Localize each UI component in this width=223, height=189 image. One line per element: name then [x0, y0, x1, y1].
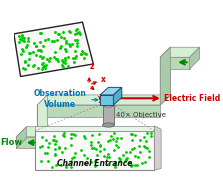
Polygon shape — [14, 22, 93, 77]
Text: Flow: Flow — [0, 138, 22, 147]
Polygon shape — [100, 87, 122, 95]
Polygon shape — [37, 105, 160, 117]
Polygon shape — [100, 95, 114, 105]
Text: Electric Field: Electric Field — [164, 94, 221, 103]
Polygon shape — [16, 127, 47, 137]
Polygon shape — [160, 47, 170, 105]
Text: Observation
Volume: Observation Volume — [33, 89, 98, 109]
Polygon shape — [190, 47, 200, 69]
Polygon shape — [114, 87, 122, 105]
Ellipse shape — [103, 103, 114, 107]
Polygon shape — [16, 137, 37, 148]
Text: 40× Objective: 40× Objective — [116, 112, 166, 118]
Text: y: y — [97, 94, 103, 103]
Polygon shape — [35, 126, 154, 131]
Polygon shape — [154, 126, 161, 170]
Polygon shape — [160, 47, 170, 105]
Polygon shape — [35, 131, 154, 170]
Text: Channel Entrance: Channel Entrance — [57, 159, 133, 168]
Polygon shape — [160, 57, 190, 69]
Ellipse shape — [103, 123, 114, 127]
Polygon shape — [37, 95, 170, 105]
Text: x: x — [101, 75, 106, 84]
Text: z: z — [90, 63, 95, 71]
Polygon shape — [37, 95, 47, 137]
Bar — [103, 105, 114, 125]
Polygon shape — [160, 47, 200, 57]
Polygon shape — [16, 127, 26, 148]
